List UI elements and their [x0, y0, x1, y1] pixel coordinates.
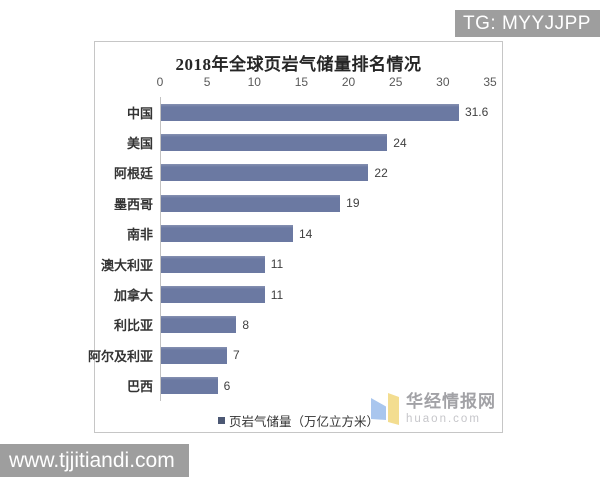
- bar: [161, 346, 227, 364]
- value-label: 8: [242, 317, 250, 332]
- huaon-logo-icon: [371, 393, 399, 425]
- bar-row: 澳大利亚 11: [95, 249, 502, 279]
- x-tick-label: 30: [436, 75, 450, 89]
- bar-row: 巴西 6: [95, 371, 502, 401]
- value-label: 22: [374, 165, 388, 180]
- x-tick-label: 20: [341, 75, 356, 89]
- chart-title: 2018年全球页岩气储量排名情况: [175, 55, 422, 74]
- bar: [161, 134, 388, 152]
- category-label: 阿根廷: [113, 166, 153, 182]
- bar-row: 美国 24: [95, 127, 502, 157]
- bar-row: 阿根廷 22: [95, 158, 502, 188]
- bar: [161, 103, 459, 121]
- bar: [161, 377, 218, 395]
- chart-legend: 页岩气储量（万亿立方米）: [95, 412, 502, 429]
- x-tick-label: 10: [247, 75, 261, 89]
- x-tick-label: 0: [156, 75, 164, 89]
- value-label: 6: [223, 378, 231, 393]
- legend-marker-icon: [217, 416, 225, 424]
- bar: [161, 255, 265, 273]
- value-label: 24: [393, 135, 407, 150]
- category-label: 墨西哥: [113, 196, 153, 212]
- value-label: 31.6: [464, 105, 489, 120]
- category-label: 加拿大: [113, 288, 153, 304]
- value-label: 19: [346, 196, 360, 211]
- value-label: 11: [270, 257, 284, 272]
- category-label: 阿尔及利亚: [87, 348, 153, 364]
- category-label: 利比亚: [113, 318, 153, 334]
- value-label: 7: [233, 348, 240, 363]
- chart-container: 2018年全球页岩气储量排名情况 0 5 10 15 20 25 30 35 中国 31.6 美国…: [87, 41, 503, 433]
- x-tick-label: 15: [294, 75, 309, 89]
- huaon-site-domain: huaon.com: [406, 412, 481, 425]
- category-label: 中国: [126, 105, 153, 121]
- x-tick-label: 5: [203, 75, 211, 89]
- huaon-watermark: 华经情报网 huaon.com: [370, 389, 496, 428]
- bar: [161, 286, 265, 304]
- x-axis-ticks: 0 5 10 15 20 25 30 35: [95, 75, 502, 89]
- category-label: 南非: [126, 227, 153, 243]
- bar: [161, 164, 369, 182]
- y-axis-line: [160, 97, 161, 401]
- legend-label: 页岩气储量（万亿立方米）: [228, 414, 379, 429]
- bar-rows: 中国 31.6 美国 24 阿根廷 22 墨西哥 19 南非 14 澳大利亚 11 加拿大 11 利比亚 8 阿…: [87, 97, 502, 401]
- category-label: 澳大利亚: [100, 257, 153, 273]
- bar-row: 加拿大 11: [95, 279, 502, 309]
- value-label: 14: [299, 226, 313, 241]
- bar-row: 南非 14: [95, 219, 502, 249]
- bar-row: 利比亚 8: [95, 310, 502, 340]
- huaon-site-name: 华经情报网: [406, 391, 496, 411]
- bar-row: 墨西哥 19: [95, 188, 502, 218]
- x-tick-label: 35: [483, 75, 497, 89]
- bar-row: 阿尔及利亚 7: [87, 340, 502, 370]
- bar: [161, 316, 237, 334]
- bar: [161, 194, 341, 212]
- huaon-watermark-text: 华经情报网 huaon.com: [406, 392, 496, 426]
- tg-contact-badge: TG: MYYJJPP: [455, 10, 600, 37]
- bar: [161, 225, 293, 243]
- bar-row: 中国 31.6: [95, 97, 502, 127]
- category-label: 美国: [126, 136, 153, 152]
- url-watermark: www.tjjitiandi.com: [0, 444, 189, 477]
- category-label: 巴西: [126, 379, 153, 395]
- value-label: 11: [270, 287, 284, 302]
- x-tick-label: 25: [389, 75, 403, 89]
